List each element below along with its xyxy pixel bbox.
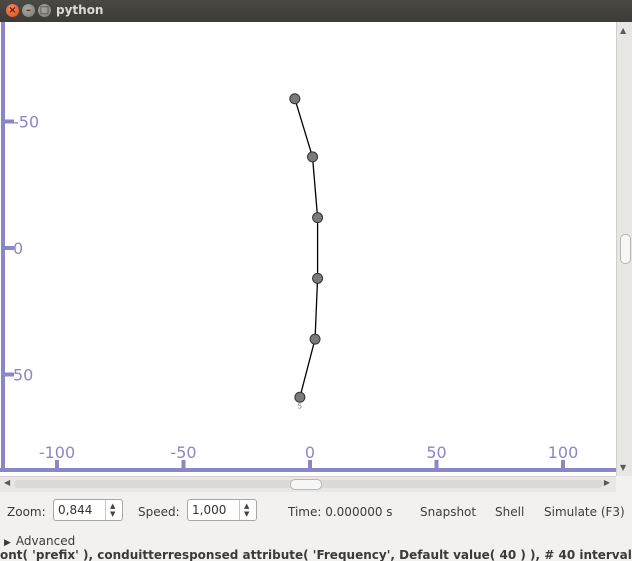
node-circle: [312, 212, 324, 224]
scroll-right-icon[interactable]: ▶: [603, 478, 610, 487]
background-editor-text: ont( 'prefix' ), conduitterresponsed att…: [0, 548, 632, 561]
horizontal-scrollbar[interactable]: ◀ ▶: [0, 476, 616, 492]
node-link: [294, 98, 314, 158]
x-tick-label: 100: [548, 443, 579, 462]
zoom-label: Zoom:: [7, 505, 46, 519]
controls-bar: Zoom: ▲ ▼ Speed: ▲ ▼ Time: 0.000000 s Sn…: [0, 494, 632, 528]
y-tick-label: 0: [13, 239, 23, 258]
x-tick-label: 50: [426, 443, 446, 462]
x-tick-label: -100: [39, 443, 75, 462]
node-circle: [312, 272, 324, 284]
zoom-stepper[interactable]: ▲ ▼: [105, 500, 122, 520]
advanced-label: Advanced: [15, 534, 76, 548]
horizontal-scroll-thumb[interactable]: [290, 479, 322, 490]
node-circle: [294, 391, 306, 403]
simulate-button[interactable]: Simulate (F3): [544, 505, 625, 519]
speed-spinbox[interactable]: ▲ ▼: [187, 499, 257, 521]
y-tick-label: -50: [13, 113, 39, 132]
speed-stepper[interactable]: ▲ ▼: [239, 500, 256, 520]
shell-button[interactable]: Shell: [495, 505, 525, 519]
scroll-down-icon[interactable]: ▼: [620, 463, 627, 472]
expander-triangle-icon[interactable]: ▶: [4, 538, 11, 548]
node-link: [314, 278, 319, 340]
chevron-up-icon[interactable]: ▲: [110, 502, 116, 510]
chevron-down-icon[interactable]: ▼: [110, 510, 116, 518]
zoom-spinbox[interactable]: ▲ ▼: [53, 499, 123, 521]
zoom-input[interactable]: [58, 503, 104, 517]
x-tick-label: -50: [170, 443, 196, 462]
node-link: [311, 156, 319, 218]
scroll-left-icon[interactable]: ◀: [4, 478, 11, 487]
x-tick-label: 0: [305, 443, 315, 462]
minimize-window-button[interactable]: –: [22, 4, 35, 17]
vertical-scroll-thumb[interactable]: [620, 234, 631, 264]
maximize-window-button[interactable]: □: [38, 4, 51, 17]
node-circle: [289, 93, 301, 105]
node-link: [299, 338, 316, 398]
chevron-up-icon[interactable]: ▲: [244, 502, 250, 510]
node-circle: [307, 151, 319, 163]
node-label: 5: [298, 402, 302, 410]
y-tick-label: 50: [13, 366, 33, 385]
chevron-down-icon[interactable]: ▼: [244, 510, 250, 518]
close-window-button[interactable]: ×: [6, 4, 19, 17]
simulation-plot: -50 0 50 -100 -50 0 50 100 5: [0, 22, 616, 472]
window-title: python: [56, 3, 104, 17]
simulation-canvas[interactable]: -50 0 50 -100 -50 0 50 100 5: [0, 22, 616, 476]
snapshot-button[interactable]: Snapshot: [420, 505, 477, 519]
speed-label: Speed:: [138, 505, 180, 519]
advanced-expander[interactable]: ▶ Advanced: [4, 534, 75, 548]
scroll-up-icon[interactable]: ▲: [620, 26, 627, 35]
node-circle: [309, 333, 321, 345]
vertical-scrollbar[interactable]: ▲ ▼: [616, 22, 632, 476]
speed-input[interactable]: [192, 503, 238, 517]
time-readout: Time: 0.000000 s: [288, 505, 393, 519]
window-titlebar: × – □ python: [0, 0, 632, 22]
